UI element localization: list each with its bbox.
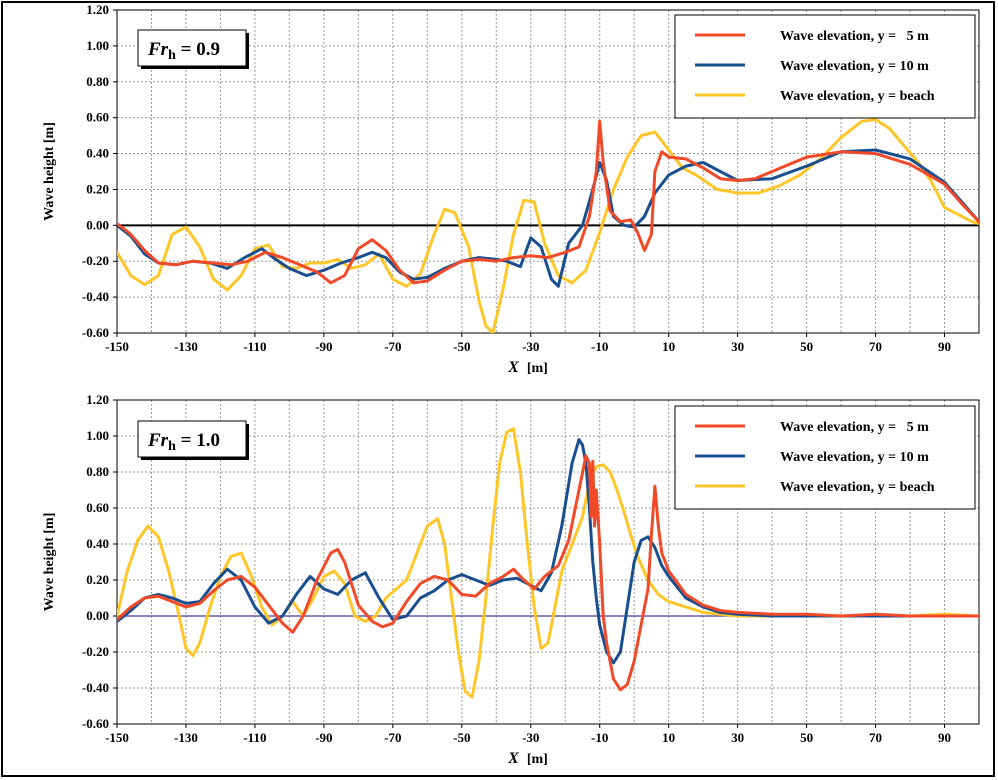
x-tick-label: -150: [105, 730, 129, 745]
x-tick-label: -90: [315, 339, 332, 354]
x-axis-label: X [m]: [507, 359, 548, 376]
x-tick-label: -110: [243, 339, 266, 354]
y-tick-label: 0.20: [86, 181, 109, 196]
x-tick-label: -70: [384, 730, 401, 745]
legend: Wave elevation, y = 5 m Wave elevation, y…: [674, 14, 976, 119]
annotation-box: [137, 29, 247, 67]
y-tick-label: -0.20: [82, 644, 109, 659]
series-line-2: [117, 148, 979, 288]
y-tick-label: -0.20: [82, 253, 109, 268]
x-tick-label: -130: [174, 339, 198, 354]
x-tick-label: -150: [105, 339, 129, 354]
y-tick-label: 0.60: [86, 500, 109, 515]
plot-area-border: [116, 399, 980, 725]
x-axis-label-symbol: X: [507, 359, 519, 376]
x-tick-label: -30: [522, 339, 539, 354]
x-axis-label: X [m]: [507, 750, 548, 767]
plot-area-border: [116, 9, 980, 334]
x-tick-label: -10: [591, 339, 608, 354]
y-axis-label: Wave height [m]: [42, 513, 57, 612]
legend-label-2: Wave elevation, y = 10 m: [780, 59, 929, 74]
x-tick-label: 90: [938, 730, 951, 745]
froude-symbol: Fr: [147, 39, 169, 60]
x-tick-label: 50: [800, 339, 813, 354]
chart-panel-1: -150 -130 -110 -90 -70 -50 -30 -10 10 30 50 70 90 -0.…: [42, 2, 980, 376]
annotation-box: [137, 420, 247, 458]
legend-label-1: Wave elevation, y = 5 m: [780, 420, 929, 435]
series-group: [117, 118, 979, 333]
x-tick-label: 30: [731, 339, 744, 354]
series-line-1: [117, 119, 979, 285]
y-tick-label: 0.80: [86, 74, 109, 89]
froude-value: = 0.9: [176, 39, 220, 60]
y-tick-label: 0.40: [86, 536, 109, 551]
y-tick-label: -0.40: [82, 289, 109, 304]
legend-label-3: Wave elevation, y = beach: [780, 89, 935, 104]
legend-label-3: Wave elevation, y = beach: [780, 480, 935, 495]
y-tick-label: -0.60: [82, 716, 109, 731]
froude-symbol: Fr: [147, 430, 169, 451]
froude-subscript: h: [168, 439, 176, 454]
x-tick-label: -50: [453, 339, 470, 354]
froude-annotation: Frh = 1.0: [147, 430, 220, 454]
y-axis-label: Wave height [m]: [42, 122, 57, 221]
y-tick-label: 0.80: [86, 464, 109, 479]
series-line-3: [117, 427, 979, 699]
x-tick-label: -30: [522, 730, 539, 745]
x-tick-label: 50: [800, 730, 813, 745]
x-tick-label: 70: [869, 730, 882, 745]
series-line-2: [117, 438, 979, 665]
x-tick-label: 10: [662, 730, 675, 745]
chart-panel-2: -150 -130 -110 -90 -70 -50 -30 -10 10 30 50 70 90 -0.…: [42, 392, 980, 767]
x-tick-label: 70: [869, 339, 882, 354]
y-tick-label: 0.20: [86, 572, 109, 587]
froude-annotation: Frh = 0.9: [147, 39, 220, 63]
y-tick-label: -0.40: [82, 680, 109, 695]
x-tick-label: -70: [384, 339, 401, 354]
series-group: [117, 427, 979, 699]
legend-label-2: Wave elevation, y = 10 m: [780, 450, 929, 465]
x-axis-label-unit: [m]: [527, 752, 548, 767]
legend: Wave elevation, y = 5 m Wave elevation, y…: [674, 405, 976, 510]
froude-subscript: h: [168, 48, 176, 63]
x-tick-label: -10: [591, 730, 608, 745]
gridlines: [117, 399, 979, 724]
y-tick-label: 0.40: [86, 146, 109, 161]
series-line-3: [117, 118, 979, 333]
series-line-1: [117, 454, 979, 692]
legend-label-1: Wave elevation, y = 5 m: [780, 29, 929, 44]
x-tick-label: -50: [453, 730, 470, 745]
y-tick-label: -0.60: [82, 325, 109, 340]
y-tick-label: 1.20: [86, 2, 109, 17]
x-tick-label: -90: [315, 730, 332, 745]
y-tick-label: 0.60: [86, 110, 109, 125]
x-tick-label: 10: [662, 339, 675, 354]
y-tick-label: 0.00: [86, 217, 109, 232]
y-tick-label: 0.00: [86, 608, 109, 623]
y-tick-label: 1.20: [86, 392, 109, 407]
froude-value: = 1.0: [176, 430, 220, 451]
x-tick-label: -130: [174, 730, 198, 745]
x-tick-label: -110: [243, 730, 266, 745]
y-tick-label: 1.00: [86, 38, 109, 53]
y-tick-label: 1.00: [86, 428, 109, 443]
x-axis-label-unit: [m]: [527, 361, 548, 376]
x-tick-label: 30: [731, 730, 744, 745]
x-tick-label: 90: [938, 339, 951, 354]
x-axis-label-symbol: X: [507, 750, 519, 767]
